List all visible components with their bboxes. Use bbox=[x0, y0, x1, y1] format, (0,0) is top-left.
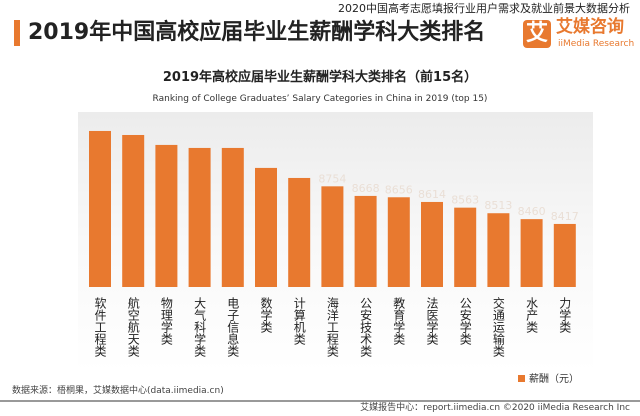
legend-label: 薪酬（元） bbox=[529, 374, 579, 385]
bar bbox=[89, 130, 111, 287]
x-tick-label: 法医学类 bbox=[425, 297, 439, 346]
data-label: 8614 bbox=[418, 188, 446, 201]
divider bbox=[0, 400, 640, 402]
x-tick-label: 海洋工程类 bbox=[325, 296, 339, 358]
data-label: 8513 bbox=[484, 199, 512, 212]
logo-text: 艾媒咨询 bbox=[556, 17, 624, 37]
bar bbox=[321, 186, 344, 287]
x-tick-label: 公安学类 bbox=[458, 297, 472, 346]
page-title: 2019年中国高校应届毕业生薪酬学科大类排名 bbox=[28, 20, 486, 45]
report-subtitle: 2020中国高考志愿填报行业用户需求及就业前景大数据分析 bbox=[338, 2, 630, 15]
legend: 薪酬（元） bbox=[518, 374, 579, 386]
bar bbox=[487, 213, 510, 287]
legend-swatch bbox=[518, 375, 525, 382]
x-tick-label: 航空航天类 bbox=[126, 296, 140, 358]
logo-subtext: iiMedia Research bbox=[558, 39, 635, 49]
x-tick-label: 物理学类 bbox=[159, 297, 173, 346]
bar bbox=[354, 195, 377, 287]
x-tick-label: 交通运输类 bbox=[491, 296, 505, 358]
data-label: 8656 bbox=[385, 183, 413, 196]
x-tick-label: 计算机类 bbox=[292, 297, 306, 346]
data-label: 8668 bbox=[352, 182, 380, 195]
chart-title: 2019年高校应届毕业生薪酬学科大类排名（前15名） bbox=[162, 70, 478, 85]
bar bbox=[520, 219, 543, 287]
bar bbox=[288, 177, 311, 287]
logo-mark: 艾 bbox=[523, 20, 551, 48]
title-accent-bar bbox=[14, 20, 20, 46]
bar bbox=[255, 167, 277, 287]
data-source: 数据来源：梧桐果，艾媒数据中心(data.iimedia.cn) bbox=[12, 386, 224, 396]
data-label: 8563 bbox=[451, 194, 479, 207]
bar bbox=[155, 144, 178, 287]
footer-credit: 艾媒报告中心：report.iimedia.cn ©2020 iiMedia R… bbox=[360, 403, 630, 413]
bar bbox=[387, 197, 410, 287]
x-tick-label: 教育学类 bbox=[392, 296, 406, 346]
bar bbox=[122, 134, 145, 287]
bar bbox=[553, 223, 576, 287]
x-tick-label: 电子信息类 bbox=[226, 297, 240, 358]
bar bbox=[454, 207, 477, 287]
x-tick-label: 软件工程类 bbox=[93, 297, 107, 358]
x-tick-label: 公安技术类 bbox=[359, 297, 373, 358]
data-label: 8460 bbox=[518, 205, 546, 218]
bar bbox=[221, 147, 244, 287]
chart-subtitle: Ranking of College Graduates’ Salary Cat… bbox=[152, 94, 488, 104]
bar bbox=[188, 147, 211, 287]
x-tick-label: 大气科学类 bbox=[193, 297, 207, 358]
bar bbox=[421, 201, 443, 287]
x-tick-label: 力学类 bbox=[558, 297, 572, 334]
data-label: 8417 bbox=[551, 210, 579, 223]
x-tick-label: 水产类 bbox=[525, 297, 539, 334]
x-tick-label: 数学类 bbox=[259, 296, 273, 334]
data-label: 8754 bbox=[318, 172, 346, 185]
